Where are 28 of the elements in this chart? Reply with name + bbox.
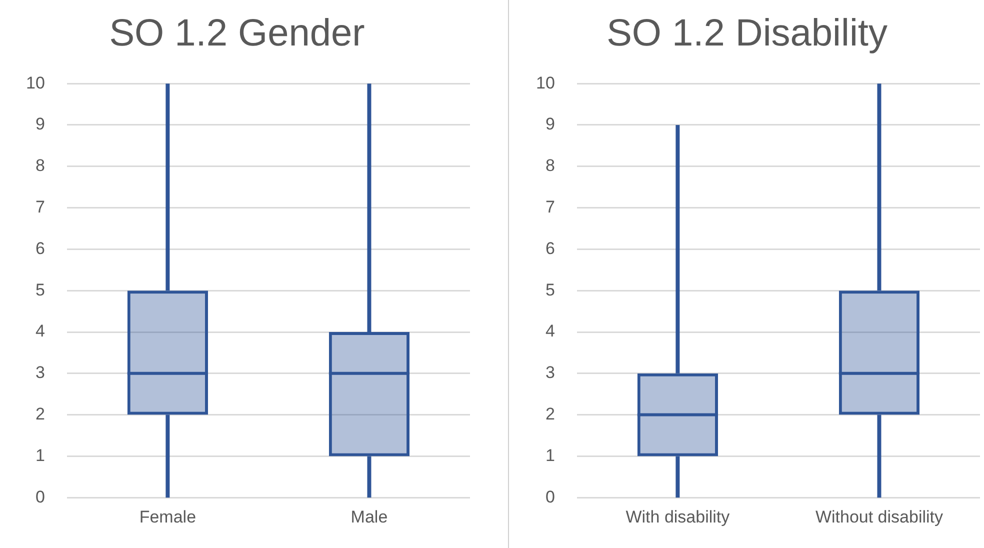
chart-title: SO 1.2 Gender [109,12,366,54]
x-tick-label: Without disability [815,507,944,526]
y-tick-label: 3 [35,363,45,382]
y-tick-label: 6 [545,238,555,258]
y-tick-label: 2 [545,404,555,424]
y-tick-label: 6 [35,238,45,258]
y-tick-label: 2 [35,404,45,424]
y-tick-label: 1 [545,446,555,465]
y-tick-label: 3 [545,363,555,382]
y-tick-label: 9 [35,114,45,134]
y-tick-label: 8 [545,156,555,176]
x-tick-label: Female [139,507,196,526]
y-tick-label: 1 [35,446,45,465]
y-tick-label: 10 [536,73,555,92]
y-tick-label: 4 [545,322,555,341]
y-tick-label: 9 [545,114,555,134]
y-tick-label: 5 [545,280,555,300]
x-tick-label: With disability [626,507,730,526]
y-tick-label: 7 [545,197,555,216]
y-tick-label: 0 [35,487,45,506]
chart-title: SO 1.2 Disability [606,12,888,54]
y-tick-label: 10 [26,73,45,92]
y-tick-label: 8 [35,156,45,176]
y-tick-label: 5 [35,280,45,300]
y-tick-label: 7 [35,197,45,216]
x-tick-label: Male [350,507,388,526]
y-tick-label: 4 [35,322,45,341]
y-tick-label: 0 [545,487,555,506]
